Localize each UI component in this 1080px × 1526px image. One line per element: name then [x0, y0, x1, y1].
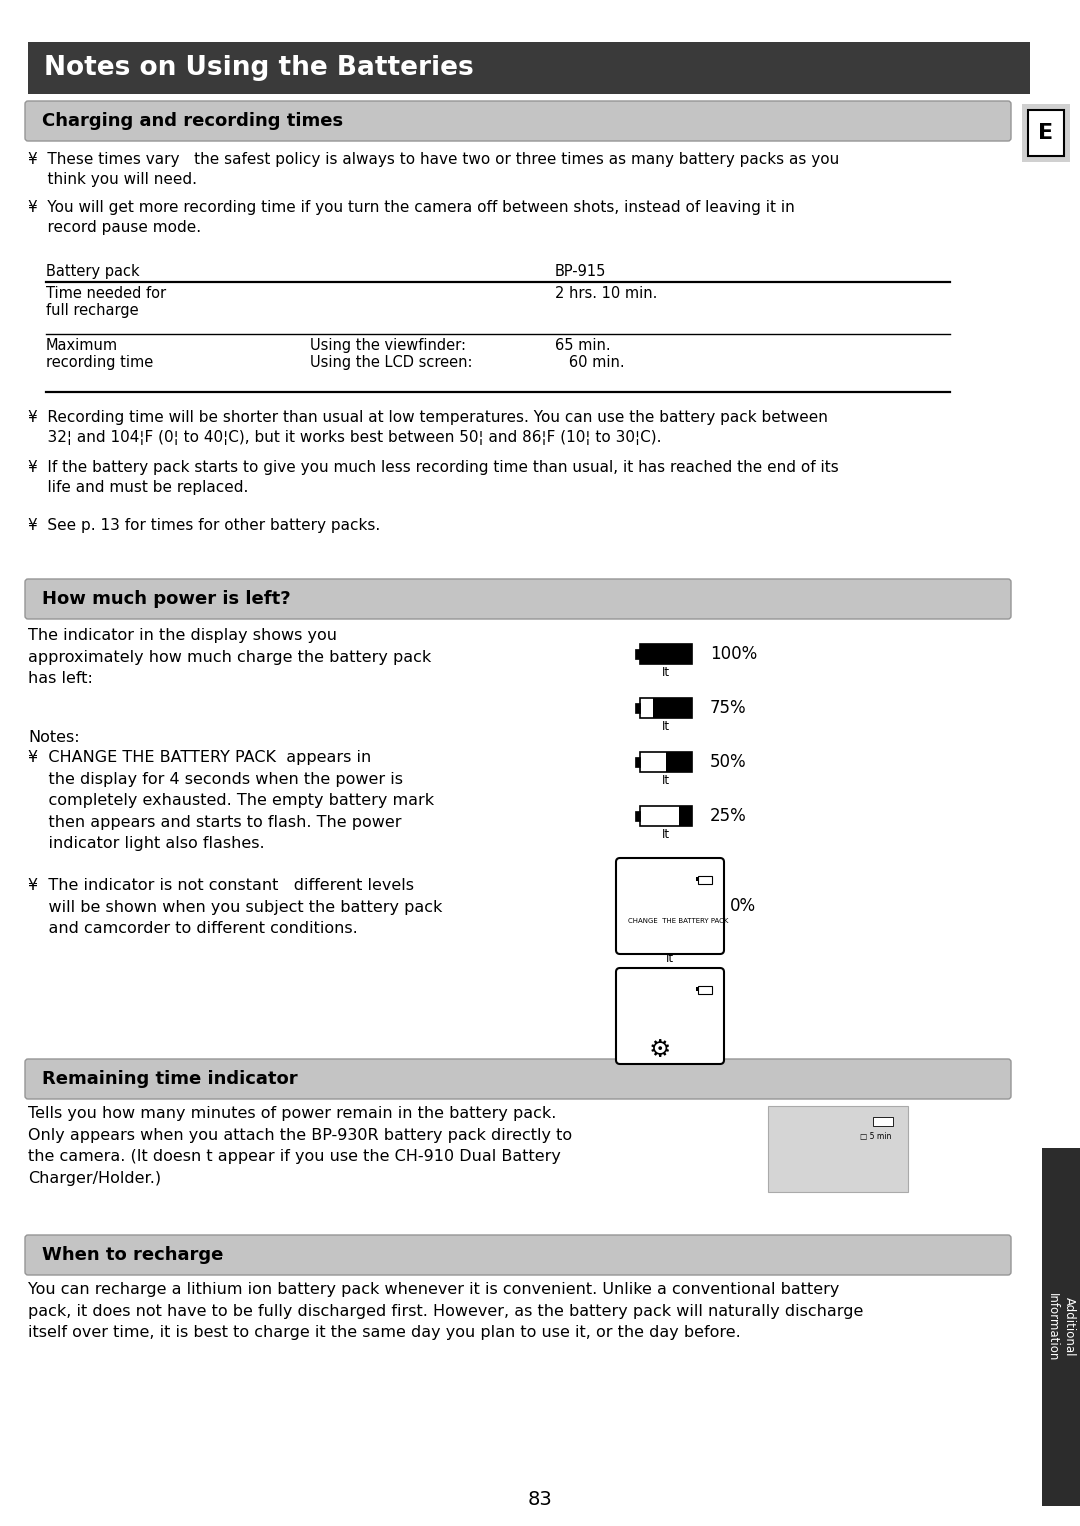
FancyBboxPatch shape [616, 858, 724, 954]
Text: ¥  The indicator is not constant   different levels
    will be shown when you s: ¥ The indicator is not constant differen… [28, 877, 443, 935]
Text: 75%: 75% [710, 699, 746, 717]
FancyBboxPatch shape [25, 101, 1011, 140]
Bar [635, 703, 640, 713]
Text: Maximum
recording time: Maximum recording time [46, 337, 153, 371]
Bar [698, 986, 712, 993]
Text: ¥  You will get more recording time if you turn the camera off between shots, in: ¥ You will get more recording time if yo… [28, 200, 795, 235]
Bar [666, 752, 692, 772]
Text: ¥  See p. 13 for times for other battery packs.: ¥ See p. 13 for times for other battery … [28, 517, 380, 533]
Bar [653, 697, 692, 719]
Text: How much power is left?: How much power is left? [42, 591, 291, 607]
Text: It: It [662, 720, 670, 732]
Bar [640, 697, 692, 719]
Bar [873, 1117, 893, 1126]
Text: 50%: 50% [710, 752, 746, 771]
Text: 25%: 25% [710, 807, 746, 826]
Text: Additional
Information: Additional Information [1047, 1293, 1076, 1361]
Text: Using the viewfinder:
Using the LCD screen:: Using the viewfinder: Using the LCD scre… [310, 337, 473, 371]
Text: The indicator in the display shows you
approximately how much charge the battery: The indicator in the display shows you a… [28, 629, 431, 687]
FancyBboxPatch shape [25, 1235, 1011, 1276]
Text: Remaining time indicator: Remaining time indicator [42, 1070, 298, 1088]
Text: ⚙: ⚙ [649, 1038, 671, 1062]
Text: When to recharge: When to recharge [42, 1247, 224, 1264]
Bar [696, 877, 698, 881]
Bar [1042, 1148, 1080, 1506]
Text: BP-915: BP-915 [555, 264, 606, 279]
Text: ¥  These times vary   the safest policy is always to have two or three times as : ¥ These times vary the safest policy is … [28, 153, 839, 188]
Bar [698, 876, 712, 884]
Text: 83: 83 [528, 1489, 552, 1509]
Bar [679, 806, 692, 826]
Text: 0%: 0% [730, 897, 756, 916]
Text: Time needed for
full recharge: Time needed for full recharge [46, 285, 166, 319]
Text: It: It [662, 665, 670, 679]
Bar [768, 1106, 908, 1192]
Text: CHANGE  THE BATTERY PACK: CHANGE THE BATTERY PACK [627, 919, 728, 925]
FancyBboxPatch shape [25, 1059, 1011, 1099]
Text: It: It [666, 952, 674, 964]
Text: Notes on Using the Batteries: Notes on Using the Batteries [44, 55, 474, 81]
Bar [635, 810, 640, 821]
Bar [1028, 110, 1064, 156]
Bar [640, 752, 692, 772]
Text: Battery pack: Battery pack [46, 264, 139, 279]
Text: It: It [662, 774, 670, 787]
Text: ¥  If the battery pack starts to give you much less recording time than usual, i: ¥ If the battery pack starts to give you… [28, 459, 839, 496]
Bar [635, 649, 640, 659]
Bar [640, 806, 692, 826]
Text: E: E [1039, 124, 1054, 143]
Bar [640, 644, 692, 664]
Text: 2 hrs. 10 min.: 2 hrs. 10 min. [555, 285, 658, 301]
FancyBboxPatch shape [25, 578, 1011, 620]
Text: Notes:: Notes: [28, 729, 80, 745]
Bar [635, 757, 640, 768]
Bar [640, 644, 692, 664]
Text: It: It [662, 829, 670, 841]
Bar [28, 43, 1030, 95]
FancyBboxPatch shape [616, 967, 724, 1064]
Bar [696, 987, 698, 990]
Text: ¥  Recording time will be shorter than usual at low temperatures. You can use th: ¥ Recording time will be shorter than us… [28, 410, 828, 446]
Text: ¥  CHANGE THE BATTERY PACK  appears in
    the display for 4 seconds when the po: ¥ CHANGE THE BATTERY PACK appears in the… [28, 749, 434, 852]
Bar [1022, 104, 1070, 162]
Text: Tells you how many minutes of power remain in the battery pack.
Only appears whe: Tells you how many minutes of power rema… [28, 1106, 572, 1186]
Text: 65 min.
   60 min.: 65 min. 60 min. [555, 337, 624, 371]
Text: You can recharge a lithium ion battery pack whenever it is convenient. Unlike a : You can recharge a lithium ion battery p… [28, 1282, 863, 1340]
Text: □ 5 min: □ 5 min [860, 1132, 891, 1141]
Text: 100%: 100% [710, 645, 757, 662]
Text: Charging and recording times: Charging and recording times [42, 111, 343, 130]
